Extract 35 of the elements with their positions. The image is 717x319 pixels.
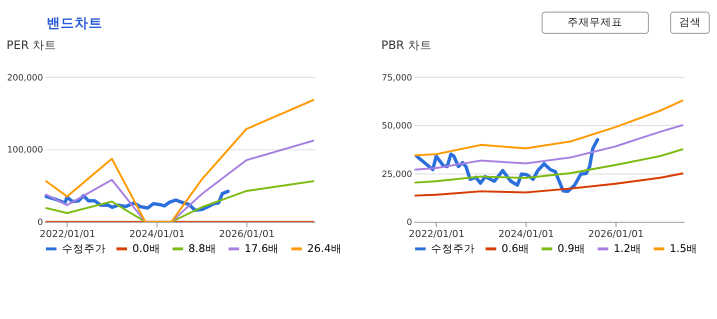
legend-label: 0.6배 [502,242,530,255]
line-series [414,100,684,156]
legend-label: 0.9배 [558,242,586,255]
line-series [414,148,684,184]
legend-label: 1.5배 [670,242,698,255]
legend-label: 17.6배 [244,242,280,255]
x-tick-label: 2026/01/01 [218,228,275,240]
legend-label: 8.8배 [188,242,216,255]
legend-label: 수정주가 [430,242,475,255]
legend-label: 수정주가 [62,242,106,255]
line-series [45,180,314,222]
legend-label: 0.0배 [132,242,160,255]
y-tick-label: 100,000 [7,146,43,156]
chart-title: PER 차트 [6,38,57,52]
x-tick-label: 2022/01/01 [408,228,464,240]
line-series [414,124,684,171]
y-tick-label: 25,000 [382,170,412,180]
line-series [45,99,314,222]
text: 밴드차트 [46,16,102,32]
text: 주재무제표 [568,16,623,29]
x-tick-label: 2022/01/01 [40,228,96,240]
chart-title: PBR 차트 [381,38,432,52]
legend-label: 26.4배 [307,242,342,255]
x-tick-label: 2024/01/01 [129,228,185,240]
x-tick-label: 2026/01/01 [588,228,644,240]
y-tick-label: 0 [406,218,412,228]
line-series [414,172,684,196]
line-series [45,140,314,222]
y-tick-label: 50,000 [382,122,412,132]
legend-label: 1.2배 [614,242,642,255]
x-tick-label: 2024/01/01 [498,228,554,240]
y-tick-label: 75,000 [382,73,412,84]
text: 검색 [678,16,701,29]
y-tick-label: 0 [37,218,43,228]
y-tick-label: 200,000 [7,73,43,84]
